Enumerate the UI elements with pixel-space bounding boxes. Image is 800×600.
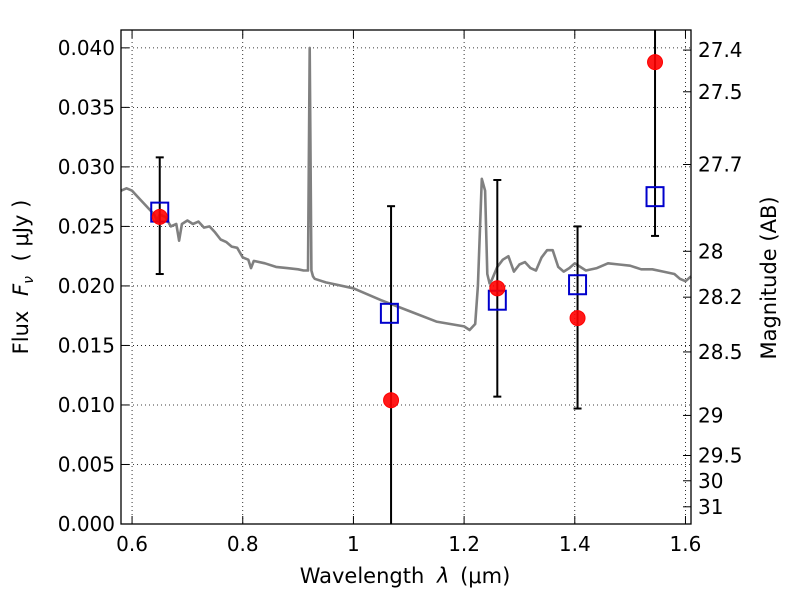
x-tick-label: 1.6: [670, 532, 702, 556]
model-sed-line: [120, 46, 692, 332]
grid: [121, 30, 691, 525]
y-tick-label: 0.010: [58, 393, 115, 417]
y-axis-label-subscript: ν: [21, 276, 37, 284]
x-tick-label: 1: [347, 532, 360, 556]
y2-axis-label: Magnitude (AB): [757, 196, 781, 359]
y-tick-label: 0.005: [58, 452, 115, 476]
observed-points: [151, 54, 664, 409]
y-tick-label: 0.040: [58, 36, 115, 60]
plot-frame: [120, 29, 692, 525]
x-tick-label: 1.2: [448, 532, 480, 556]
model-sed-layer: [120, 46, 692, 332]
x-tick-label: 1.4: [559, 532, 591, 556]
axis-ticks: 0.6 0.8 1 1.2 1.4 1.6 0.000 0.005 0.010 0.015 0.02…: [58, 30, 743, 556]
y-tick-label: 0.000: [58, 512, 115, 536]
y2-tick-label: 27.4: [698, 38, 743, 62]
y-tick-label: 0.015: [58, 333, 115, 357]
x-axis-label: Wavelength λ (μm): [300, 564, 511, 588]
y2-tick-label: 27.5: [698, 80, 743, 104]
model-band-marker: [645, 186, 665, 208]
y2-tick-label: 29: [698, 403, 723, 427]
x-axis-label-unit: (μm): [460, 564, 510, 588]
y-axis-label-unit: ( μJy ): [9, 200, 33, 262]
model-band-marker: [568, 274, 588, 296]
observed-point: [383, 392, 400, 409]
y-tick-label: 0.030: [58, 155, 115, 179]
y2-tick-label: 29.5: [698, 443, 743, 467]
y-tick-label: 0.025: [58, 214, 115, 238]
x-axis-label-prefix: Wavelength: [300, 564, 425, 588]
y-axis-label-prefix: Flux: [9, 311, 33, 355]
observed-point: [647, 54, 664, 71]
y2-tick-label: 30: [698, 469, 723, 493]
y2-tick-label: 31: [698, 495, 723, 519]
observed-point: [489, 280, 506, 297]
y-axis-label-symbol: F: [9, 283, 33, 296]
observed-point: [151, 208, 168, 225]
x-tick-label: 0.6: [116, 532, 148, 556]
y-tick-label: 0.035: [58, 95, 115, 119]
y2-tick-label: 27.7: [698, 152, 743, 176]
x-tick-label: 0.8: [227, 532, 259, 556]
errorbars: [155, 30, 660, 524]
y2-tick-label: 28.5: [698, 340, 743, 364]
x-axis-label-symbol: λ: [436, 564, 449, 588]
model-band-markers: [150, 186, 665, 324]
y2-tick-label: 28.2: [698, 285, 743, 309]
observed-point: [569, 310, 586, 327]
y-tick-label: 0.020: [58, 274, 115, 298]
model-band-marker: [379, 302, 399, 324]
y-axis-label: Flux Fν ( μJy ): [9, 200, 38, 355]
y2-tick-label: 28: [698, 239, 723, 263]
